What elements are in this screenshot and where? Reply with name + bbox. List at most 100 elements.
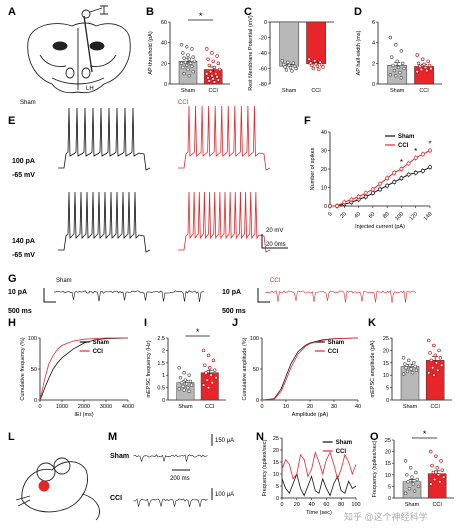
y-tick-label: 50 [31,367,37,373]
x-tick-label: 80 [382,211,391,220]
y-axis-label: Rest Membrane Potential (mV) [248,15,254,91]
data-point [201,383,206,387]
data-point [280,59,285,63]
data-point [430,366,435,370]
y-tick-label: 10 [273,472,279,478]
data-point [420,168,425,173]
data-point [416,484,421,489]
data-point [399,49,404,53]
current-100pa-label: 100 pA [12,158,35,165]
panel-label-I: I [144,317,147,329]
data-point [403,362,407,366]
data-point [401,356,406,360]
y-axis-label: mEPSC frequency (Hz) [146,340,152,397]
scale-150ua-label: 150 μA [215,438,234,444]
data-point [414,470,418,475]
data-point [434,454,438,458]
y-tick-label: 0 [388,496,391,502]
trace-cci-100pa [178,105,271,171]
data-point [429,66,433,71]
y-tick-label: 40 [161,41,167,47]
data-point [408,363,412,367]
data-point [207,63,212,68]
data-point [388,35,393,40]
y-tick-label: 100 [28,336,37,342]
data-point [398,70,402,75]
data-point [201,348,206,353]
data-point [328,204,332,208]
panel-label-A: A [8,6,16,18]
y-tick-label: 1 [162,373,165,379]
x-tick-label: Sham [181,88,196,94]
voltage-65mv-label-1: -65 mV [12,172,35,179]
data-point [189,383,194,387]
data-point [213,368,217,372]
data-point [187,373,191,377]
data-point [436,368,440,372]
x-tick-label: 80 [338,502,344,508]
data-point [440,468,445,472]
chart-frequency-time: 0 5 10 15 20 25 0 20 40 60 80 100 Time (sec) Frequenc… [262,436,361,516]
x-tick-label: 100 [394,211,405,222]
data-point [412,489,417,493]
y-tick-label: 5 [276,484,279,490]
mouse-schematic [15,457,100,521]
scale-10pa-right: 10 pA [222,289,241,296]
scale-500ms-left: 500 ms [8,308,32,315]
legend-label: Sham [328,340,344,346]
data-point [432,373,436,377]
x-tick-label: 60 [368,211,377,220]
x-tick-label: 10 [283,404,289,410]
data-point [402,66,406,71]
chart-ap-half-width: 0 2 4 6 AP half-width (ms) Sham CCI [356,20,442,94]
data-point [437,348,441,353]
x-tick-label: CCI [419,88,429,94]
data-point [294,66,298,71]
data-point [188,379,193,384]
x-tick-label: 120 [409,211,420,222]
x-tick-label: 60 [323,502,329,508]
trace-sham-140pa [58,191,151,253]
data-point [214,375,218,380]
data-point [179,61,184,66]
sham-title-e: Sham [20,100,36,106]
y-tick-label: 20 [321,167,327,173]
data-point [421,57,425,61]
data-point [317,67,321,71]
legend-label: CCI [398,143,409,149]
data-point [406,480,410,484]
chart-amplitude-cumulative: 0 50 100 0 10 20 30 40 Amplitude (pA) Cumulative … [242,336,361,418]
y-tick-label: 0 [276,496,279,502]
data-point [290,69,294,73]
panel-label-N: N [256,431,264,443]
scale-200ms-label: 20 0ms [266,242,286,248]
scale-200ms-m-label: 200 ms [170,476,190,482]
panel-label-F: F [304,115,311,127]
scale-bars-m [172,434,213,500]
data-point [211,59,215,63]
y-axis-label: Cumulative frequency (%) [20,337,26,400]
data-point [283,65,287,69]
x-tick-label: 20 [307,404,313,410]
data-point [399,76,404,80]
data-point [313,59,317,63]
data-point [428,148,432,153]
data-point [415,69,419,74]
data-point [211,358,216,363]
x-tick-label: 40 [355,404,361,410]
data-point [394,43,398,47]
data-point [388,72,393,77]
data-point [385,176,390,181]
data-point [181,51,185,55]
data-point [405,369,410,374]
y-tick-label: 2 [372,61,375,67]
x-tick-label: 140 [423,211,434,222]
data-point [178,375,183,380]
data-point [429,482,433,486]
data-point [186,67,190,72]
data-point [214,71,218,76]
panel-label-J: J [232,317,238,329]
y-axis-label: AP half-width (ms) [356,30,362,75]
data-point [414,368,419,372]
x-tick-label: 20 [339,211,348,220]
